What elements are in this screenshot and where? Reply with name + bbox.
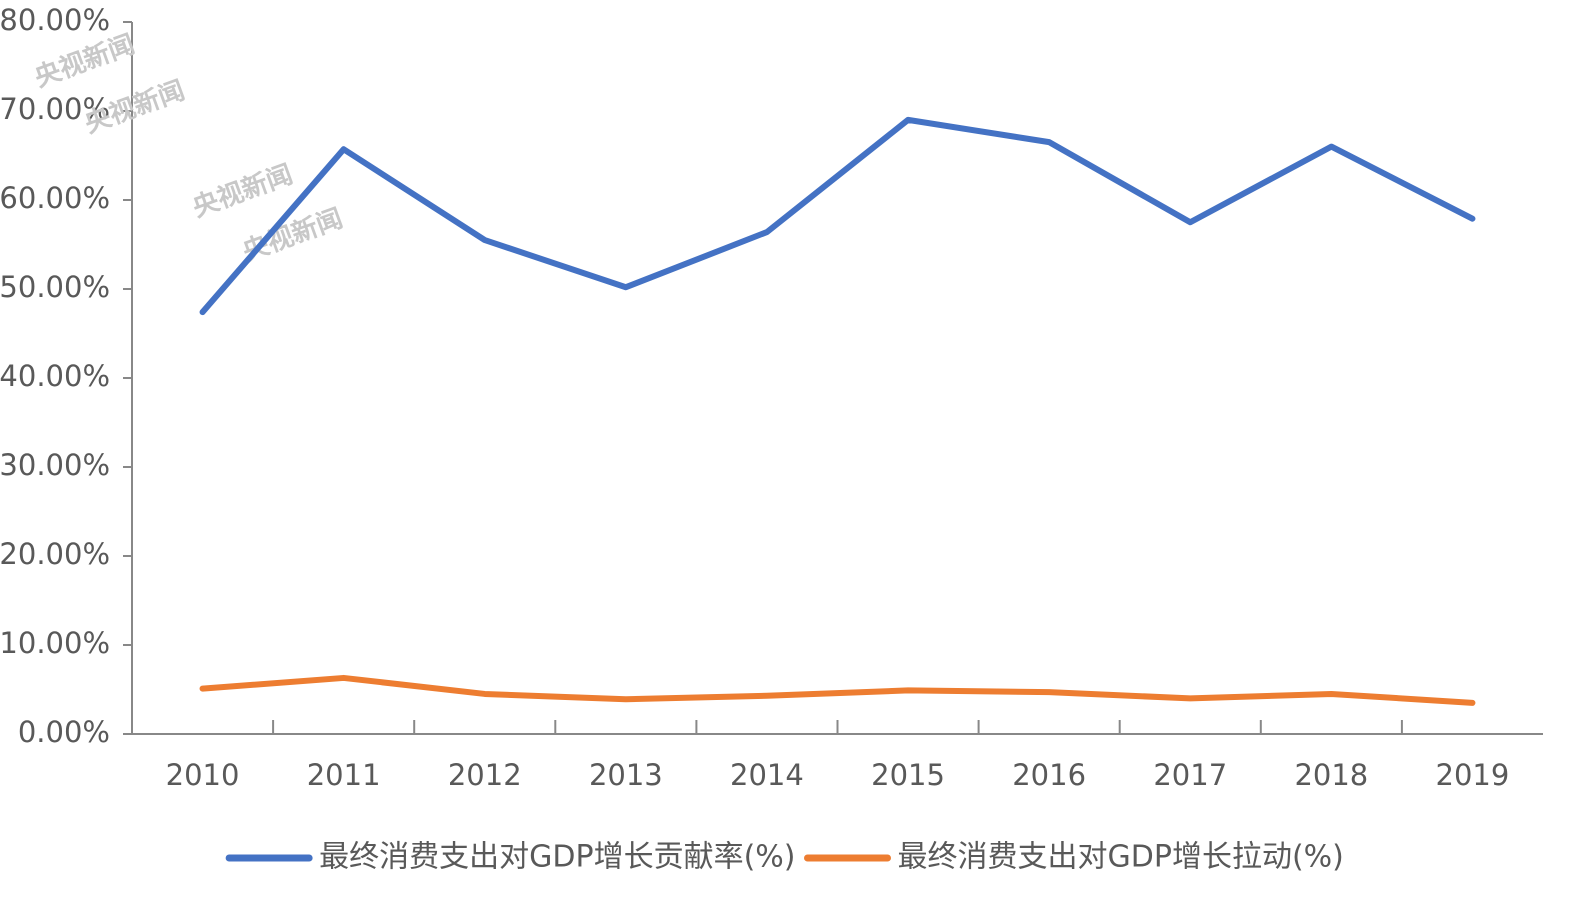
y-tick-label: 10.00% — [0, 626, 110, 660]
x-tick-label: 2012 — [448, 758, 522, 792]
x-tick-label: 2016 — [1012, 758, 1086, 792]
legend-label: 最终消费支出对GDP增长拉动(%) — [898, 840, 1344, 875]
y-tick-label: 70.00% — [0, 92, 110, 126]
x-tick-label: 2013 — [589, 758, 663, 792]
legend-label: 最终消费支出对GDP增长贡献率(%) — [319, 840, 795, 875]
y-tick-label: 20.00% — [0, 537, 110, 571]
x-tick-label: 2017 — [1153, 758, 1227, 792]
y-tick-label: 80.00% — [0, 3, 110, 37]
y-tick-label: 60.00% — [0, 181, 110, 215]
x-tick-label: 2010 — [166, 758, 240, 792]
y-tick-label: 50.00% — [0, 270, 110, 304]
x-tick-label: 2011 — [307, 758, 381, 792]
y-tick-label: 40.00% — [0, 359, 110, 393]
x-tick-label: 2019 — [1436, 758, 1510, 792]
x-tick-label: 2018 — [1294, 758, 1368, 792]
x-tick-label: 2015 — [871, 758, 945, 792]
y-tick-label: 30.00% — [0, 448, 110, 482]
series-line — [199, 116, 1476, 316]
series-line — [199, 674, 1476, 706]
x-tick-label: 2014 — [730, 758, 804, 792]
y-tick-label: 0.00% — [18, 715, 110, 749]
